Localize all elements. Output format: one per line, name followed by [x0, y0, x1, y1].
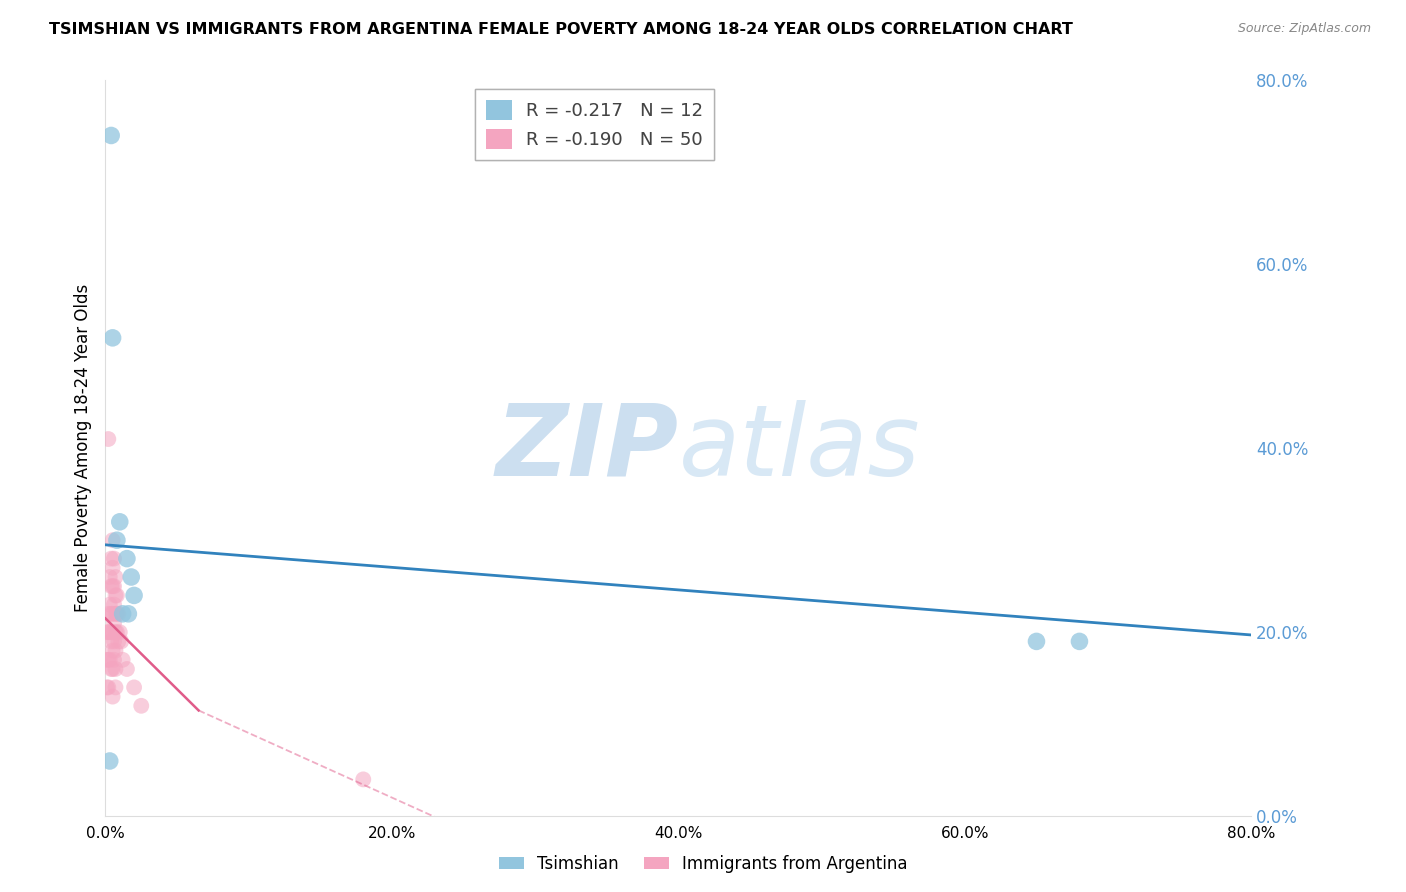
Point: [115, 662, 138, 676]
Point: [129, 698, 152, 713]
Point: [101, 331, 124, 345]
Point: [97, 625, 120, 640]
Point: [105, 607, 128, 621]
Point: [97, 681, 120, 695]
Point: [122, 681, 145, 695]
Point: [103, 598, 125, 612]
Point: [100, 579, 122, 593]
Point: [98, 754, 121, 768]
Point: [97, 653, 120, 667]
Point: [108, 515, 131, 529]
Point: [101, 662, 124, 676]
Point: [98, 625, 121, 640]
Point: [105, 625, 128, 640]
Point: [101, 561, 124, 575]
Point: [111, 653, 134, 667]
Point: [1069, 634, 1091, 648]
Text: atlas: atlas: [678, 400, 920, 497]
Text: TSIMSHIAN VS IMMIGRANTS FROM ARGENTINA FEMALE POVERTY AMONG 18-24 YEAR OLDS CORR: TSIMSHIAN VS IMMIGRANTS FROM ARGENTINA F…: [49, 22, 1073, 37]
Point: [104, 570, 127, 584]
Point: [101, 625, 124, 640]
Point: [104, 681, 127, 695]
Point: [104, 643, 127, 657]
Point: [101, 579, 124, 593]
Text: Source: ZipAtlas.com: Source: ZipAtlas.com: [1237, 22, 1371, 36]
Point: [104, 607, 127, 621]
Point: [103, 579, 125, 593]
Point: [115, 551, 138, 566]
Point: [103, 634, 125, 648]
Point: [107, 607, 129, 621]
Point: [100, 607, 122, 621]
Point: [101, 643, 124, 657]
Point: [117, 607, 139, 621]
Y-axis label: Female Poverty Among 18-24 Year Olds: Female Poverty Among 18-24 Year Olds: [73, 285, 91, 612]
Point: [105, 589, 128, 603]
Point: [96, 625, 118, 640]
Point: [105, 533, 128, 548]
Point: [111, 607, 134, 621]
Point: [352, 772, 374, 787]
Point: [98, 598, 121, 612]
Point: [100, 128, 122, 143]
Point: [104, 662, 127, 676]
Point: [100, 551, 122, 566]
Point: [107, 634, 129, 648]
Point: [104, 589, 127, 603]
Point: [122, 589, 145, 603]
Point: [101, 690, 124, 704]
Legend: R = -0.217   N = 12, R = -0.190   N = 50: R = -0.217 N = 12, R = -0.190 N = 50: [475, 89, 714, 160]
Point: [103, 615, 125, 630]
Point: [97, 432, 120, 446]
Point: [100, 662, 122, 676]
Point: [120, 570, 142, 584]
Text: ZIP: ZIP: [495, 400, 678, 497]
Point: [108, 625, 131, 640]
Point: [98, 653, 121, 667]
Point: [96, 681, 118, 695]
Point: [100, 634, 122, 648]
Legend: Tsimshian, Immigrants from Argentina: Tsimshian, Immigrants from Argentina: [492, 848, 914, 880]
Point: [101, 533, 124, 548]
Point: [110, 634, 132, 648]
Point: [104, 625, 127, 640]
Point: [1025, 634, 1047, 648]
Point: [98, 570, 121, 584]
Point: [101, 607, 124, 621]
Point: [103, 551, 125, 566]
Point: [96, 653, 118, 667]
Point: [103, 653, 125, 667]
Point: [97, 607, 120, 621]
